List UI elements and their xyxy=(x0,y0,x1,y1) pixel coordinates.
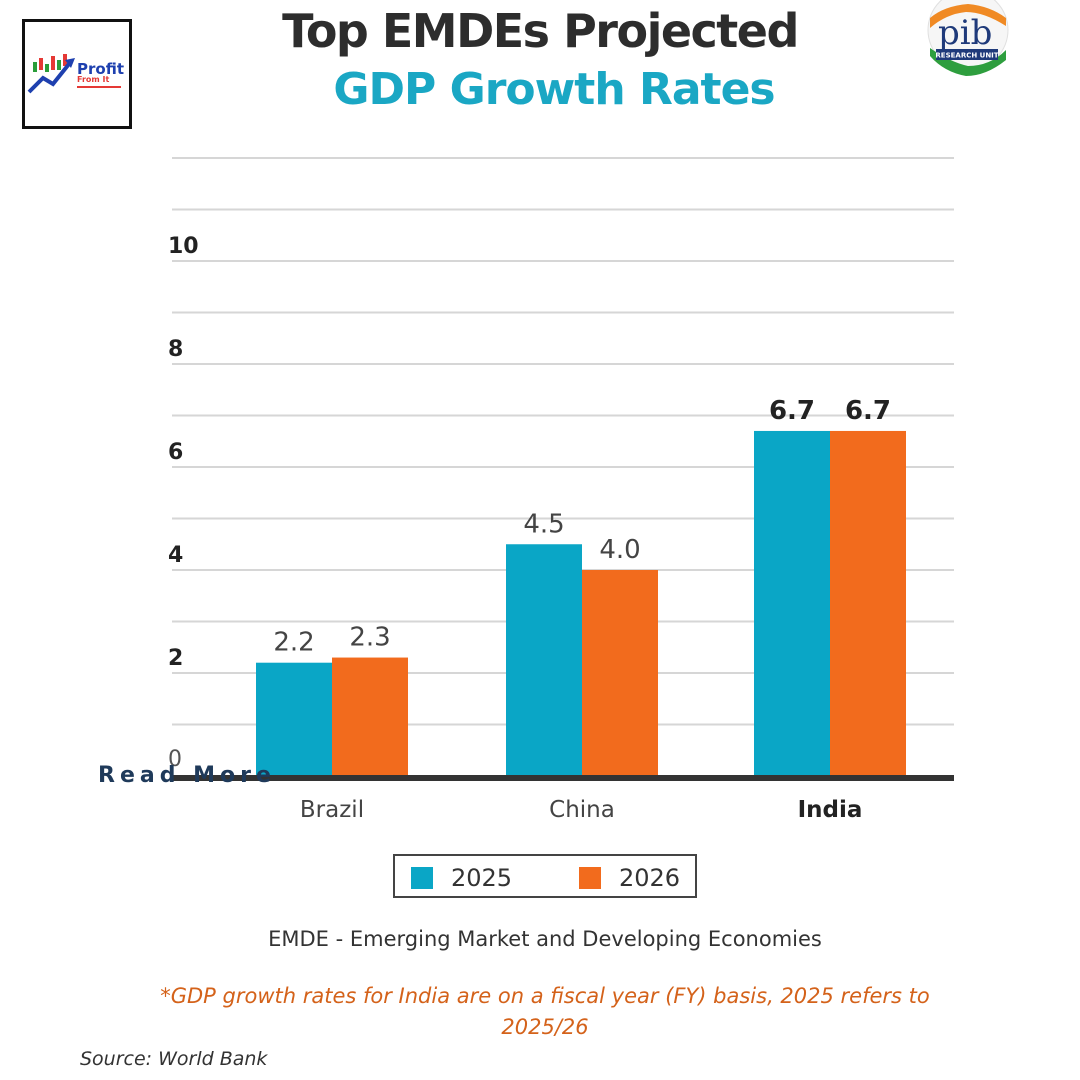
chart-title-line1: Top EMDEs Projected xyxy=(282,4,799,58)
pib-research-unit-seal-icon: pib RESEARCH UNIT xyxy=(927,0,1009,76)
x-axis-labels: Brazil China India xyxy=(300,797,863,823)
legend-swatch-2025 xyxy=(411,867,433,889)
chart-title-line2: GDP Growth Rates xyxy=(333,64,775,115)
data-label-china-2025: 4.5 xyxy=(523,509,564,539)
y-tick-label: 6 xyxy=(168,440,183,465)
bar-china-2026 xyxy=(582,570,658,776)
data-label-china-2026: 4.0 xyxy=(599,535,640,565)
y-tick-label: 10 xyxy=(168,234,199,259)
profit-from-it-logo[interactable]: Profit From It xyxy=(22,19,132,129)
bar-india-2025 xyxy=(754,430,830,776)
data-labels: 2.2 2.3 4.5 4.0 6.7 6.7 xyxy=(273,396,891,658)
x-tick-label-india: India xyxy=(798,797,863,823)
data-label-brazil-2025: 2.2 xyxy=(273,628,314,658)
bar-china-2025 xyxy=(506,544,582,776)
bar-brazil-2025 xyxy=(256,662,332,776)
y-tick-label: 4 xyxy=(168,543,183,568)
svg-text:pib: pib xyxy=(938,13,992,53)
read-more-link[interactable]: Read More xyxy=(98,763,276,788)
legend-swatch-2026 xyxy=(579,867,601,889)
x-tick-label-china: China xyxy=(549,797,615,823)
emde-footnote: EMDE - Emerging Market and Developing Ec… xyxy=(268,927,822,951)
profit-chart-logo-icon: Profit From It xyxy=(27,54,124,94)
y-axis-ticks: 0 2 4 6 8 10 xyxy=(168,234,199,772)
legend-item-2025: 2025 xyxy=(411,864,512,892)
y-tick-label: 0 xyxy=(168,747,182,772)
x-tick-label-brazil: Brazil xyxy=(300,797,364,823)
pib-logo-text: RESEARCH UNIT xyxy=(935,52,998,60)
data-label-brazil-2026: 2.3 xyxy=(349,623,390,653)
source-text: Source: World Bank xyxy=(80,1048,268,1070)
data-label-india-2025: 6.7 xyxy=(769,396,815,426)
y-tick-label: 2 xyxy=(168,646,183,671)
bar-india-2026 xyxy=(830,430,906,776)
legend-item-2026: 2026 xyxy=(579,864,680,892)
data-label-india-2026: 6.7 xyxy=(845,396,891,426)
bars xyxy=(256,430,906,776)
fiscal-year-note: *GDP growth rates for India are on a fis… xyxy=(160,984,930,1039)
logo-brand-text: Profit xyxy=(77,60,124,78)
legend: 2025 2026 xyxy=(393,854,697,898)
legend-label-2026: 2026 xyxy=(619,864,681,892)
bar-brazil-2026 xyxy=(332,657,408,776)
legend-label-2025: 2025 xyxy=(451,864,513,892)
logo-brand-subtext: From It xyxy=(77,75,109,84)
y-tick-label: 8 xyxy=(168,337,183,362)
